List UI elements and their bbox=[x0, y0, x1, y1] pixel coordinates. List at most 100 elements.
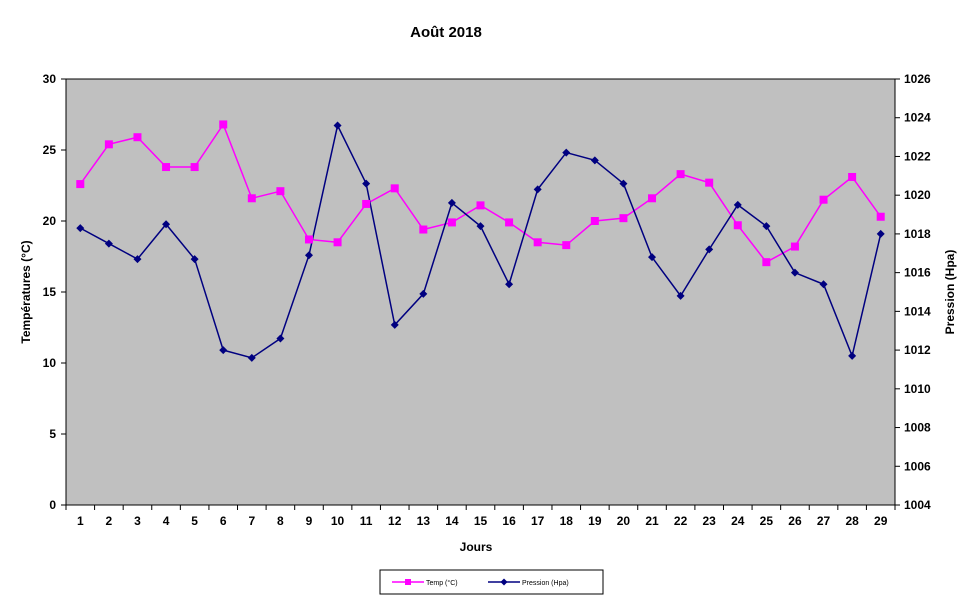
right-tick-label: 1014 bbox=[904, 304, 931, 318]
x-tick-label: 24 bbox=[731, 514, 745, 528]
left-tick-label: 20 bbox=[43, 214, 57, 228]
pressure-point bbox=[533, 185, 542, 194]
temperature-point bbox=[419, 225, 428, 234]
pressure-point bbox=[133, 255, 142, 264]
temperature-point bbox=[562, 241, 571, 250]
x-tick-label: 21 bbox=[645, 514, 659, 528]
temperature-point bbox=[705, 178, 714, 187]
pressure-point bbox=[619, 179, 628, 188]
x-tick-label: 16 bbox=[502, 514, 516, 528]
left-axis: 0 5 10 15 20 25 30 bbox=[43, 72, 67, 512]
x-tick-label: 12 bbox=[388, 514, 402, 528]
x-tick-label: 10 bbox=[331, 514, 345, 528]
x-tick-label: 1 bbox=[77, 514, 84, 528]
right-tick-label: 1018 bbox=[904, 227, 931, 241]
x-tick-label: 29 bbox=[874, 514, 888, 528]
pressure-point bbox=[705, 245, 714, 254]
pressure-point bbox=[104, 239, 113, 248]
pressure-point bbox=[876, 229, 885, 238]
temperature-point bbox=[476, 201, 485, 210]
temperature-point bbox=[819, 195, 828, 204]
temperature-markers bbox=[76, 120, 885, 267]
pressure-point bbox=[676, 291, 685, 300]
pressure-point bbox=[162, 220, 171, 229]
temperature-point bbox=[104, 140, 113, 149]
temperature-point bbox=[247, 194, 256, 203]
temperature-point bbox=[505, 218, 514, 227]
pressure-point bbox=[648, 253, 657, 262]
temperature-point bbox=[219, 120, 228, 129]
pressure-point bbox=[476, 222, 485, 231]
temperature-point bbox=[676, 170, 685, 179]
pressure-point bbox=[219, 346, 228, 355]
pressure-point bbox=[562, 148, 571, 157]
legend-pressure-label: Pression (Hpa) bbox=[522, 580, 569, 587]
x-tick-label: 26 bbox=[788, 514, 802, 528]
x-tick-label: 4 bbox=[163, 514, 170, 528]
x-tick-label: 28 bbox=[845, 514, 859, 528]
right-y-axis-label: Pression (Hpa) bbox=[943, 250, 957, 335]
x-tick-label: 13 bbox=[417, 514, 431, 528]
pressure-point bbox=[447, 198, 456, 207]
left-tick-label: 15 bbox=[43, 285, 57, 299]
x-tick-label: 5 bbox=[191, 514, 198, 528]
temperature-point bbox=[76, 180, 85, 189]
left-tick-label: 5 bbox=[49, 427, 56, 441]
right-tick-label: 1006 bbox=[904, 459, 931, 473]
plot-area bbox=[65, 78, 896, 506]
pressure-point bbox=[733, 200, 742, 209]
temperature-point bbox=[533, 238, 542, 247]
temperature-point bbox=[304, 235, 313, 244]
pressure-point bbox=[304, 251, 313, 260]
x-tick-label: 22 bbox=[674, 514, 688, 528]
x-tick-label: 6 bbox=[220, 514, 227, 528]
pressure-point bbox=[333, 121, 342, 130]
x-tick-label: 27 bbox=[817, 514, 831, 528]
temperature-point bbox=[133, 133, 142, 142]
legend-temp-marker bbox=[405, 579, 411, 585]
left-tick-label: 30 bbox=[43, 72, 57, 86]
temperature-point bbox=[848, 172, 857, 181]
temperature-point bbox=[390, 184, 399, 193]
pressure-point bbox=[276, 334, 285, 343]
x-tick-label: 14 bbox=[445, 514, 459, 528]
pressure-point bbox=[590, 156, 599, 165]
x-tick-label: 3 bbox=[134, 514, 141, 528]
right-tick-label: 1020 bbox=[904, 188, 931, 202]
chart-title: Août 2018 bbox=[410, 24, 482, 41]
legend-pressure-marker bbox=[500, 578, 508, 586]
right-axis: 1004 1006 1008 1010 1012 1014 1016 1018 1020 1022… bbox=[895, 72, 931, 512]
x-tick-label: 7 bbox=[248, 514, 255, 528]
legend-temp-label: Temp (°C) bbox=[426, 579, 458, 587]
left-tick-label: 0 bbox=[49, 498, 56, 512]
temperature-point bbox=[333, 238, 342, 247]
right-tick-label: 1016 bbox=[904, 266, 931, 280]
pressure-point bbox=[848, 351, 857, 360]
x-axis-label: Jours bbox=[460, 540, 493, 554]
left-y-axis-label: Températures (°C) bbox=[19, 240, 33, 343]
right-tick-label: 1010 bbox=[904, 382, 931, 396]
temperature-point bbox=[162, 163, 171, 172]
right-tick-label: 1022 bbox=[904, 149, 931, 163]
x-tick-label: 9 bbox=[306, 514, 313, 528]
x-tick-label: 20 bbox=[617, 514, 631, 528]
temperature-point bbox=[790, 242, 799, 251]
legend: Temp (°C) Pression (Hpa) bbox=[379, 569, 604, 595]
temperature-point bbox=[362, 199, 371, 208]
right-tick-label: 1012 bbox=[904, 343, 931, 357]
x-tick-label: 11 bbox=[360, 514, 373, 528]
pressure-point bbox=[190, 255, 199, 264]
right-tick-label: 1024 bbox=[904, 111, 931, 125]
pressure-point bbox=[390, 320, 399, 329]
temperature-point bbox=[190, 163, 199, 172]
left-tick-label: 10 bbox=[43, 356, 57, 370]
temperature-point bbox=[590, 217, 599, 225]
pressure-markers bbox=[76, 121, 885, 362]
left-tick-label: 25 bbox=[43, 143, 57, 157]
x-tick-label: 15 bbox=[474, 514, 488, 528]
temperature-point bbox=[447, 218, 456, 227]
temperature-point bbox=[619, 214, 628, 223]
pressure-point bbox=[790, 268, 799, 277]
x-tick-label: 8 bbox=[277, 514, 284, 528]
pressure-point bbox=[819, 280, 828, 289]
